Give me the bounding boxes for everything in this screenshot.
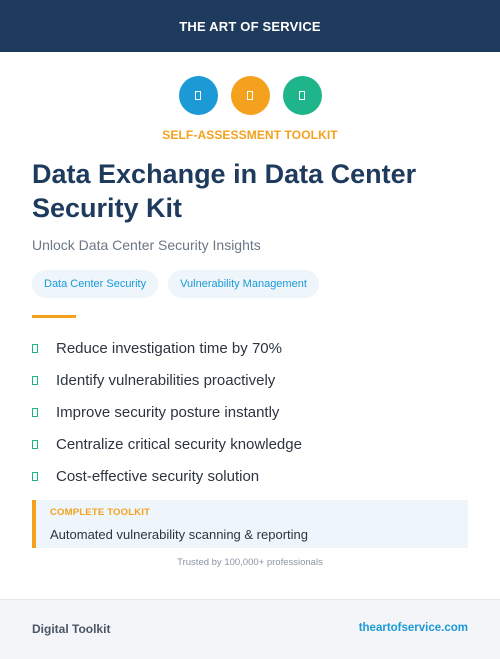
footer-label: Digital Toolkit xyxy=(32,622,111,636)
top-banner: THE ART OF SERVICE xyxy=(0,0,500,52)
document-icon xyxy=(247,91,253,100)
subtitle: Unlock Data Center Security Insights xyxy=(32,237,261,253)
feature-item: Reduce investigation time by 70% xyxy=(32,332,302,364)
check-icon xyxy=(32,407,38,417)
page-title: Data Exchange in Data Center Security Ki… xyxy=(32,159,417,223)
feature-text: Centralize critical security knowledge xyxy=(56,435,302,453)
feature-text: Improve security posture instantly xyxy=(56,403,280,421)
blue-circle-icon xyxy=(178,76,218,115)
footer: Digital Toolkit theartofservice.com xyxy=(0,599,500,659)
feature-item: Cost-effective security solution xyxy=(32,460,302,492)
accent-divider xyxy=(32,315,76,318)
feature-text: Reduce investigation time by 70% xyxy=(56,339,282,357)
feature-text: Identify vulnerabilities proactively xyxy=(56,371,276,389)
callout-text: Automated vulnerability scanning & repor… xyxy=(50,527,308,542)
document-icon xyxy=(195,91,201,100)
eyebrow-label: SELF-ASSESSMENT TOOLKIT xyxy=(162,128,338,142)
brand-name: THE ART OF SERVICE xyxy=(179,18,321,34)
feature-item: Improve security posture instantly xyxy=(32,396,302,428)
check-icon xyxy=(32,471,38,481)
feature-text: Cost-effective security solution xyxy=(56,467,260,485)
toolkit-callout: COMPLETE TOOLKIT Automated vulnerability… xyxy=(32,500,468,548)
feature-item: Centralize critical security knowledge xyxy=(32,428,302,460)
check-icon xyxy=(32,343,38,353)
tag-list: Data Center Security Vulnerability Manag… xyxy=(32,270,319,298)
callout-label: COMPLETE TOOLKIT xyxy=(50,507,151,518)
check-icon xyxy=(32,439,38,449)
document-icon xyxy=(299,91,305,100)
check-icon xyxy=(32,375,38,385)
icon-row xyxy=(0,76,500,115)
trusted-note: Trusted by 100,000+ professionals xyxy=(177,557,323,568)
feature-list: Reduce investigation time by 70% Identif… xyxy=(32,332,302,492)
tag-data-center-security: Data Center Security xyxy=(32,270,159,298)
tag-vulnerability-management: Vulnerability Management xyxy=(168,270,319,298)
orange-circle-icon xyxy=(230,76,270,115)
website-link[interactable]: theartofservice.com xyxy=(358,622,468,634)
green-circle-icon xyxy=(282,76,322,115)
feature-item: Identify vulnerabilities proactively xyxy=(32,364,302,396)
